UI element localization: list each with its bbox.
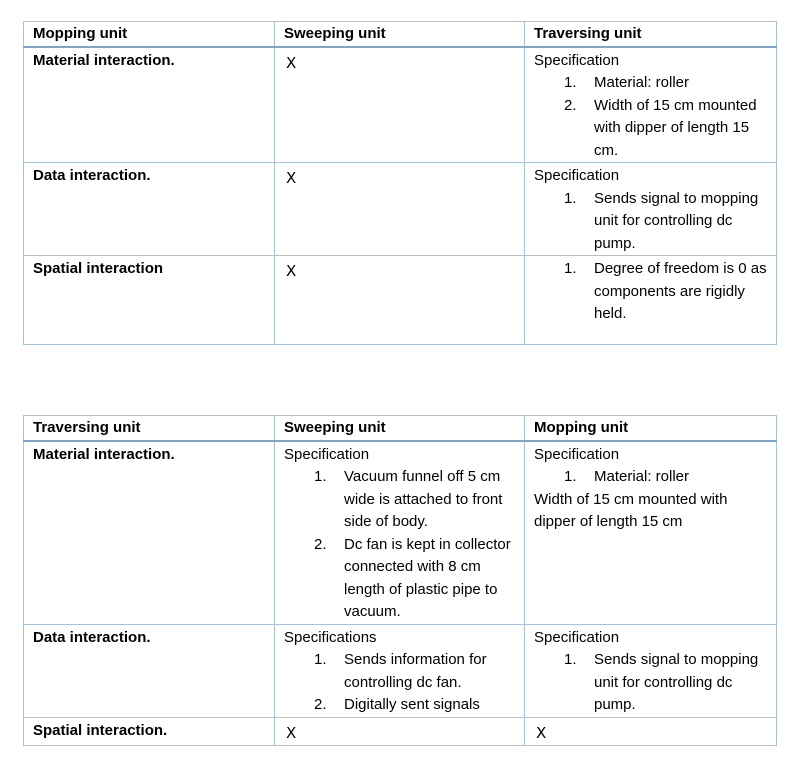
numbered-list: 1. Sends information for controlling dc f…	[284, 649, 515, 717]
table-cell: X	[274, 716, 525, 746]
cell-heading: Specifications	[284, 628, 377, 646]
table-row: Data interaction. X Specification 1. Send…	[23, 162, 777, 256]
numbered-list: 1. Sends signal to mopping unit for contr…	[534, 649, 767, 717]
row-label: Spatial interaction	[23, 255, 275, 345]
column-header: Traversing unit	[23, 415, 275, 442]
table-header-row: Traversing unit Sweeping unit Mopping un…	[23, 415, 777, 442]
list-item-text: Material: roller	[594, 468, 690, 485]
row-label: Material interaction.	[23, 440, 275, 625]
column-header: Mopping unit	[23, 21, 275, 48]
table-cell: 1. Degree of freedom is 0 as components a…	[524, 255, 777, 345]
numbered-list: 1. Material: roller 2. Width of 15 cm moun…	[534, 72, 767, 162]
list-item: 1. Material: roller	[534, 72, 767, 95]
cell-heading: Specification	[534, 628, 620, 646]
list-item: 2. Dc fan is kept in collector connected …	[284, 534, 515, 624]
column-header: Traversing unit	[524, 21, 777, 48]
row-label: Data interaction.	[23, 623, 275, 718]
table-row: Material interaction. X Specification 1.…	[23, 46, 777, 163]
cell-heading: Specification	[284, 445, 370, 463]
list-number: 1.	[564, 468, 577, 485]
list-item-text: Digitally sent signals	[344, 696, 480, 713]
numbered-list: 1. Degree of freedom is 0 as components a…	[534, 258, 767, 326]
table-cell: Specification 1. Sends signal to mopping …	[524, 623, 777, 718]
table-header-row: Mopping unit Sweeping unit Traversing un…	[23, 21, 777, 48]
column-header: Sweeping unit	[274, 21, 525, 48]
row-label: Spatial interaction.	[23, 716, 275, 746]
list-item-text: Vacuum funnel off 5 cm wide is attached …	[344, 468, 503, 530]
list-item-text: Dc fan is kept in collector connected wi…	[344, 535, 511, 621]
table-cell: Specification 1. Material: roller Width o…	[524, 440, 777, 625]
column-header: Sweeping unit	[274, 415, 525, 442]
cross-mark: X	[286, 169, 297, 187]
list-item-text: Sends signal to mopping unit for control…	[594, 651, 759, 713]
list-number: 2.	[314, 535, 327, 553]
list-item: 1. Material: roller	[534, 466, 767, 489]
list-number: 2.	[314, 696, 327, 713]
table-cell: Specification 1. Vacuum funnel off 5 cm w…	[274, 440, 525, 625]
table-cell: Specifications 1. Sends information for c…	[274, 623, 525, 718]
list-number: 1.	[564, 651, 577, 668]
list-item: 1. Sends information for controlling dc f…	[284, 649, 515, 694]
table-cell: Specification 1. Material: roller 2. Width…	[524, 46, 777, 163]
table-row: Spatial interaction. X X	[23, 716, 777, 746]
list-item: 2. Digitally sent signals	[284, 694, 515, 717]
list-item-text: Width of 15 cm mounted with dipper of le…	[594, 96, 757, 159]
list-item: 1. Sends signal to mopping unit for contr…	[534, 188, 767, 256]
list-item: 1. Degree of freedom is 0 as components a…	[534, 258, 767, 326]
column-header: Mopping unit	[524, 415, 777, 442]
list-item-text: Sends information for controlling dc fan…	[344, 651, 487, 691]
list-number: 1.	[564, 260, 577, 277]
list-item: 1. Sends signal to mopping unit for contr…	[534, 649, 767, 717]
list-item-text: Degree of freedom is 0 as components are…	[594, 260, 767, 322]
list-item: 1. Vacuum funnel off 5 cm wide is attache…	[284, 466, 515, 534]
list-number: 1.	[314, 468, 327, 485]
interaction-table-traversing: Traversing unit Sweeping unit Mopping un…	[23, 415, 777, 746]
table-cell: X	[274, 255, 525, 345]
table-cell: X	[274, 162, 525, 256]
cell-heading: Specification	[534, 51, 620, 69]
cell-paragraph: Width of 15 cm mounted with dipper of le…	[534, 490, 728, 531]
table-row: Data interaction. Specifications 1. Sends…	[23, 623, 777, 718]
cross-mark: X	[536, 723, 547, 742]
table-row: Spatial interaction X 1. Degree of freedo…	[23, 255, 777, 345]
cross-mark: X	[286, 723, 297, 742]
cross-mark: X	[286, 53, 297, 72]
list-item-text: Sends signal to mopping unit for control…	[594, 189, 759, 252]
table-cell: Specification 1. Sends signal to mopping …	[524, 162, 777, 256]
cell-heading: Specification	[534, 167, 620, 184]
list-number: 1.	[564, 189, 577, 207]
numbered-list: 1. Sends signal to mopping unit for contr…	[534, 188, 767, 256]
list-number: 1.	[564, 74, 577, 91]
cross-mark: X	[286, 262, 297, 280]
row-label: Material interaction.	[23, 46, 275, 163]
list-item: 2. Width of 15 cm mounted with dipper of …	[534, 95, 767, 163]
list-item-text: Material: roller	[594, 74, 690, 91]
table-cell: X	[274, 46, 525, 163]
interaction-table-mopping: Mopping unit Sweeping unit Traversing un…	[23, 21, 777, 345]
numbered-list: 1. Vacuum funnel off 5 cm wide is attache…	[284, 466, 515, 624]
table-row: Material interaction. Specification 1. Va…	[23, 440, 777, 625]
row-label: Data interaction.	[23, 162, 275, 256]
list-number: 2.	[564, 96, 577, 114]
table-cell: X	[524, 716, 777, 746]
cell-heading: Specification	[534, 445, 620, 463]
numbered-list: 1. Material: roller	[534, 466, 767, 489]
list-number: 1.	[314, 651, 327, 668]
